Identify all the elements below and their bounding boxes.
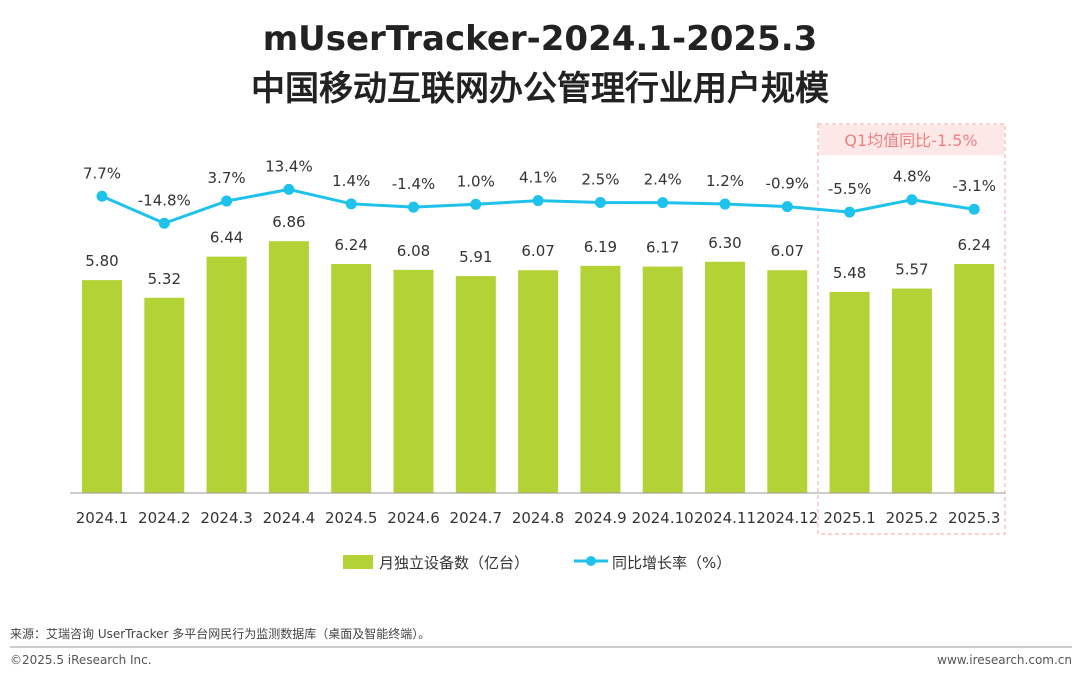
bar: [518, 270, 559, 493]
growth-value-label: 2.4%: [644, 171, 682, 189]
bar-value-label: 6.24: [957, 236, 990, 254]
x-tick-label: 2024.4: [263, 509, 316, 527]
x-tick-label: 2024.11: [694, 509, 756, 527]
growth-point: [781, 201, 793, 213]
growth-value-label: -1.4%: [392, 175, 436, 193]
bar: [393, 269, 434, 493]
bar-value-label: 5.32: [148, 270, 181, 288]
legend-bar-label: 月独立设备数（亿台）: [379, 554, 529, 572]
growth-value-label: 7.7%: [83, 164, 121, 182]
bar-value-label: 6.30: [708, 234, 741, 252]
source-note: 来源：艾瑞咨询 UserTracker 多平台网民行为监测数据库（桌面及智能终端…: [10, 626, 430, 641]
bar: [580, 265, 621, 493]
growth-value-label: -3.1%: [952, 177, 996, 195]
chart-title: mUserTracker-2024.1-2025.3: [263, 19, 818, 59]
bar-value-label: 6.86: [272, 213, 305, 231]
legend-bar-swatch: [343, 555, 373, 569]
bar: [331, 263, 372, 493]
copyright: ©2025.5 iResearch Inc.: [10, 653, 152, 667]
x-tick-label: 2024.8: [512, 509, 565, 527]
annotation-box: [817, 123, 1006, 535]
growth-point: [968, 203, 980, 215]
bar: [705, 261, 745, 493]
legend-line-marker: [586, 556, 596, 566]
bar-value-label: 6.07: [521, 242, 554, 260]
bar: [268, 241, 309, 493]
bar-value-label: 6.17: [646, 239, 679, 257]
growth-point: [345, 198, 357, 210]
bar: [891, 288, 932, 493]
bar: [954, 263, 995, 493]
growth-point: [283, 183, 295, 195]
growth-value-label: -0.9%: [766, 175, 810, 193]
growth-point: [657, 197, 669, 209]
bar: [206, 256, 247, 493]
x-tick-label: 2024.12: [756, 509, 818, 527]
growth-point: [906, 194, 918, 206]
annotation-text: Q1均值同比-1.5%: [844, 131, 977, 150]
x-tick-label: 2025.2: [886, 509, 939, 527]
bar-value-label: 6.08: [397, 242, 430, 260]
growth-point: [408, 201, 419, 213]
growth-value-label: 1.4%: [332, 172, 370, 190]
legend-line-label: 同比增长率（%）: [612, 554, 731, 572]
growth-value-label: 3.7%: [208, 169, 246, 187]
bar: [642, 266, 683, 493]
bar-value-label: 6.07: [771, 242, 804, 260]
bar: [767, 270, 808, 493]
growth-point: [844, 206, 856, 218]
x-tick-label: 2025.1: [823, 509, 876, 527]
x-tick-label: 2024.3: [200, 509, 253, 527]
x-tick-label: 2024.5: [325, 509, 378, 527]
growth-value-label: -5.5%: [828, 180, 872, 198]
bar-value-label: 6.44: [210, 229, 243, 247]
website: www.iresearch.com.cn: [937, 653, 1072, 667]
bar-value-label: 5.91: [459, 248, 492, 266]
growth-point: [470, 198, 482, 210]
bar: [144, 297, 185, 493]
growth-value-label: 2.5%: [581, 171, 619, 189]
legend: 月独立设备数（亿台） 同比增长率（%）: [343, 554, 731, 572]
bar-value-label: 5.80: [85, 252, 118, 270]
growth-value-label: 4.1%: [519, 169, 557, 187]
growth-point: [221, 195, 233, 207]
growth-value-label: 1.0%: [457, 172, 495, 190]
chart-subtitle: 中国移动互联网办公管理行业用户规模: [251, 69, 829, 109]
bar: [829, 291, 870, 493]
growth-value-label: 1.2%: [706, 172, 744, 190]
growth-point: [158, 217, 170, 229]
growth-value-label: 4.8%: [893, 168, 931, 186]
growth-value-label: 13.4%: [265, 157, 313, 175]
bar-value-label: 5.57: [895, 261, 928, 279]
growth-point: [594, 197, 606, 208]
x-tick-label: 2024.1: [76, 509, 129, 527]
x-tick-label: 2024.6: [387, 509, 440, 527]
x-tick-label: 2024.2: [138, 509, 191, 527]
bar-value-label: 5.48: [833, 264, 866, 282]
growth-point: [719, 198, 731, 210]
growth-point: [96, 190, 108, 202]
x-tick-label: 2024.10: [632, 509, 694, 527]
bar-value-label: 6.24: [334, 236, 367, 254]
x-tick-label: 2025.3: [948, 509, 1001, 527]
bar-value-label: 6.19: [584, 238, 617, 256]
bar: [455, 276, 496, 493]
bar: [82, 280, 122, 493]
x-tick-label: 2024.9: [574, 509, 627, 527]
x-tick-label: 2024.7: [450, 509, 503, 527]
annotation-header: [819, 125, 1004, 155]
growth-value-label: -14.8%: [138, 191, 191, 209]
growth-point: [532, 195, 544, 207]
